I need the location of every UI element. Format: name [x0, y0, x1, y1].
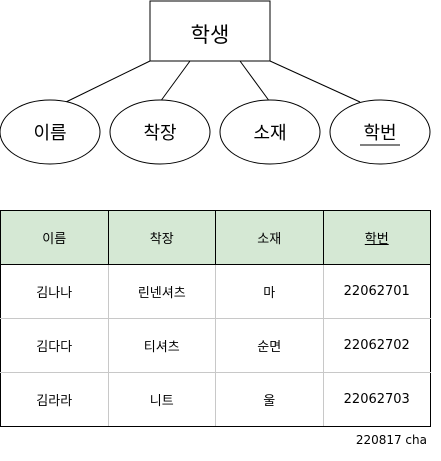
connector-material — [239, 60, 271, 103]
attribute-outfit-label: 착장 — [143, 123, 176, 144]
attribute-id-label: 학번 — [363, 123, 396, 144]
er-diagram: 학생 이름 착장 소재 학번 — [0, 0, 431, 165]
attribute-material-label: 소재 — [253, 123, 286, 144]
cell-material: 순면 — [215, 318, 324, 373]
table-row: 김나나 린넨셔츠 마 22062701 — [0, 264, 431, 319]
connector-name — [65, 60, 151, 103]
entity-label: 학생 — [191, 23, 230, 47]
student-table: 이름 착장 소재 학번 김나나 린넨셔츠 마 22062701 김다다 티셔츠 … — [0, 210, 431, 427]
table-row: 김다다 티셔츠 순면 22062702 — [0, 318, 431, 373]
connector-outfit — [159, 60, 191, 103]
cell-name: 김나나 — [0, 264, 109, 319]
caption: 220817 cha — [355, 433, 427, 447]
cell-student-id: 22062701 — [322, 264, 431, 319]
cell-student-id: 22062702 — [322, 318, 431, 373]
header-name: 이름 — [0, 210, 109, 265]
cell-outfit: 린넨셔츠 — [107, 264, 216, 319]
header-student-id-label: 학번 — [364, 232, 389, 247]
attribute-material-ellipse — [219, 99, 321, 165]
table-header-row: 이름 착장 소재 학번 — [0, 210, 431, 265]
table-row: 김라라 니트 울 22062703 — [0, 372, 431, 427]
cell-material: 울 — [215, 372, 324, 427]
attribute-name-label: 이름 — [33, 123, 66, 144]
entity-box — [149, 0, 271, 62]
header-outfit: 착장 — [107, 210, 216, 265]
header-student-id: 학번 — [322, 210, 431, 265]
cell-outfit: 니트 — [107, 372, 216, 427]
attribute-outfit-ellipse — [109, 99, 211, 165]
cell-student-id: 22062703 — [322, 372, 431, 427]
attribute-id-ellipse — [329, 99, 431, 165]
cell-outfit: 티셔츠 — [107, 318, 216, 373]
attribute-name-ellipse — [0, 99, 101, 165]
cell-material: 마 — [215, 264, 324, 319]
header-material: 소재 — [215, 210, 324, 265]
cell-name: 김라라 — [0, 372, 109, 427]
connector-id — [269, 60, 361, 103]
cell-name: 김다다 — [0, 318, 109, 373]
